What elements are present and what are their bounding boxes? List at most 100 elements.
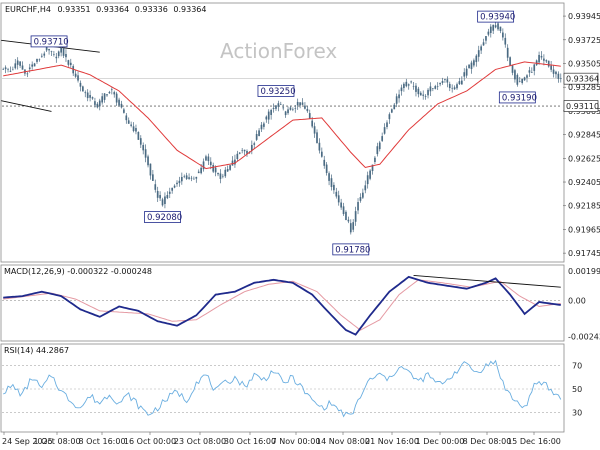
candle bbox=[489, 24, 492, 38]
candle bbox=[340, 198, 342, 210]
candle bbox=[224, 166, 227, 178]
macd-trend-line bbox=[413, 274, 561, 288]
macd-signal-line bbox=[3, 279, 561, 331]
candle bbox=[434, 84, 437, 90]
candle bbox=[48, 48, 50, 55]
candle bbox=[514, 68, 516, 83]
candle bbox=[357, 198, 359, 215]
price-tick-label: 0.91965 bbox=[568, 225, 600, 234]
price-tick-label: 0.92625 bbox=[568, 154, 600, 163]
candle bbox=[407, 83, 410, 90]
candle bbox=[188, 173, 190, 180]
candle bbox=[458, 77, 461, 85]
candle bbox=[263, 121, 265, 130]
time-tick-label: 24 Sep 2025 bbox=[2, 437, 53, 446]
candle bbox=[159, 191, 161, 201]
candle bbox=[362, 188, 364, 199]
candle bbox=[91, 96, 94, 100]
candle bbox=[219, 169, 222, 184]
symbol-label: EURCHF,H4 bbox=[5, 5, 51, 14]
price-header: EURCHF,H4 0.93351 0.93364 0.93336 0.9336… bbox=[5, 5, 206, 14]
open-value: 0.93351 bbox=[57, 5, 90, 14]
candle bbox=[197, 169, 200, 174]
candle bbox=[439, 82, 441, 87]
candle bbox=[236, 150, 239, 162]
candle bbox=[511, 64, 514, 76]
rsi-axis: 70 50 30 bbox=[2, 362, 582, 417]
candle bbox=[345, 210, 347, 221]
candle bbox=[376, 142, 379, 157]
candle bbox=[246, 149, 248, 157]
candle bbox=[195, 176, 198, 183]
horizontal-level: 0.93110 bbox=[2, 78, 599, 112]
macd-panel-frame bbox=[0, 264, 565, 342]
candle bbox=[147, 154, 149, 168]
candle bbox=[178, 176, 181, 187]
candle bbox=[287, 106, 289, 115]
rsi-tick-label: 50 bbox=[572, 385, 582, 394]
candle bbox=[294, 105, 297, 113]
candle bbox=[258, 128, 260, 137]
candle bbox=[156, 186, 159, 202]
candle bbox=[502, 28, 504, 41]
candle bbox=[57, 50, 60, 59]
high-value: 0.93364 bbox=[96, 5, 129, 14]
current-price-label: 0.93364 bbox=[566, 75, 599, 84]
candle bbox=[65, 49, 67, 62]
candle bbox=[468, 64, 470, 69]
candle bbox=[31, 61, 34, 70]
candle bbox=[193, 176, 195, 180]
rsi-tick-label: 70 bbox=[572, 362, 582, 371]
candle bbox=[154, 179, 157, 193]
candles bbox=[2, 19, 562, 235]
time-tick-label: 16 Oct 00:00 bbox=[124, 437, 176, 446]
candle bbox=[538, 51, 540, 65]
rsi-line bbox=[3, 359, 562, 418]
candle bbox=[518, 76, 521, 83]
candle bbox=[540, 51, 543, 60]
candle bbox=[323, 155, 326, 169]
candle bbox=[369, 169, 371, 181]
candle bbox=[142, 142, 145, 155]
candle bbox=[521, 78, 524, 85]
candle bbox=[284, 110, 287, 118]
candle bbox=[451, 84, 454, 93]
candle bbox=[212, 162, 215, 174]
candle bbox=[62, 47, 65, 58]
candle bbox=[352, 219, 355, 233]
macd-tick-label: 0.001998 bbox=[568, 267, 600, 276]
candle bbox=[152, 170, 154, 182]
candle bbox=[405, 78, 408, 88]
candle bbox=[14, 58, 17, 70]
candle bbox=[12, 66, 14, 71]
candle bbox=[120, 100, 123, 109]
candle bbox=[299, 102, 301, 109]
macd-tick-label: -0.002434 bbox=[568, 333, 600, 342]
candle bbox=[400, 84, 403, 96]
candle bbox=[453, 85, 456, 90]
candle bbox=[84, 90, 87, 98]
candle bbox=[381, 132, 384, 142]
candle bbox=[125, 112, 128, 124]
candle bbox=[547, 60, 550, 68]
candle bbox=[480, 44, 482, 54]
time-tick-label: 15 Dec 16:00 bbox=[507, 437, 561, 446]
price-panel-frame bbox=[0, 2, 565, 263]
candle bbox=[108, 90, 111, 94]
price-tick-label: 0.93725 bbox=[568, 36, 600, 45]
candle bbox=[250, 140, 253, 155]
candle bbox=[103, 93, 106, 103]
price-tick-label: 0.92405 bbox=[568, 178, 600, 187]
price-tick-label: 0.93505 bbox=[568, 59, 600, 68]
time-tick-label: 21 Nov 16:00 bbox=[365, 437, 419, 446]
candle bbox=[82, 85, 84, 92]
candle bbox=[427, 88, 429, 99]
low-value: 0.93336 bbox=[135, 5, 168, 14]
candle bbox=[470, 60, 473, 74]
candle bbox=[308, 109, 311, 119]
candle bbox=[304, 102, 306, 110]
candle bbox=[523, 76, 526, 81]
candle bbox=[217, 172, 219, 177]
